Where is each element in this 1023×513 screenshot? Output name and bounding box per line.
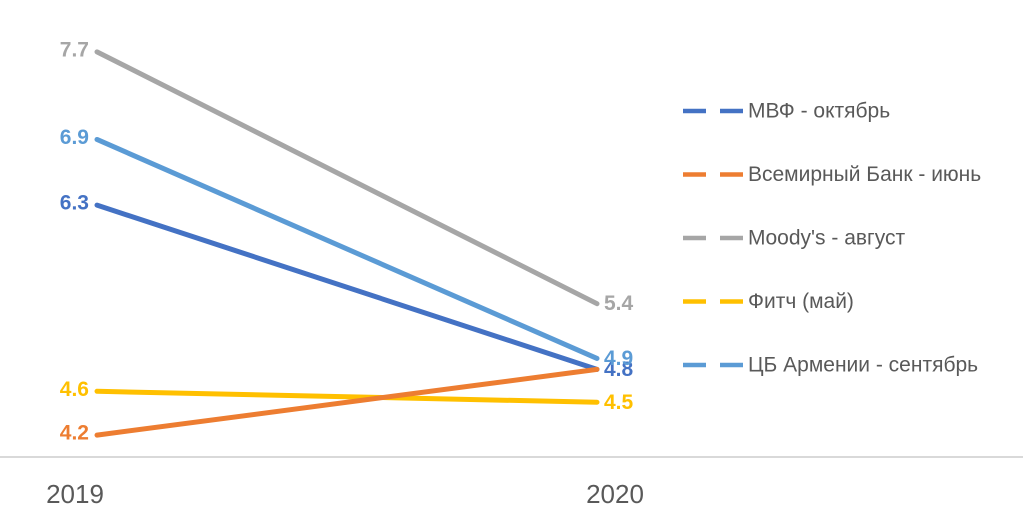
legend-item-0: МВФ - октябрь: [683, 100, 890, 123]
legend-item-4: ЦБ Армении - сентябрь: [683, 354, 978, 377]
value-label-start-0: 6.3: [60, 192, 89, 215]
legend: МВФ - октябрь Всемирный Банк - июнь Moody'…: [683, 100, 981, 377]
legend-item-label: Moody's - август: [748, 227, 905, 250]
value-label-start-4: 6.9: [60, 126, 89, 149]
series-line-0: [94, 202, 600, 372]
value-label-start-3: 4.6: [60, 378, 89, 401]
series-line-2: [94, 49, 600, 307]
value-label-start-2: 7.7: [60, 38, 89, 61]
value-label-end-4: 4.9: [604, 347, 633, 370]
x-axis-label-2020: 2020: [586, 479, 644, 509]
value-label-end-0: 4.8: [604, 358, 634, 381]
legend-item-label: Всемирный Банк - июнь: [748, 163, 981, 186]
value-label-start-1: 4.2: [60, 422, 89, 445]
series-line-1: [94, 366, 600, 438]
x-axis-label-2019: 2019: [46, 479, 104, 509]
legend-item-label: ЦБ Армении - сентябрь: [748, 354, 978, 377]
series-line-3: [94, 388, 600, 405]
legend-item-2: Moody's - август: [683, 227, 905, 250]
value-label-end-3: 4.5: [604, 391, 634, 414]
value-label-end-2: 5.4: [604, 292, 634, 315]
legend-item-3: Фитч (май): [683, 290, 854, 313]
legend-item-label: Фитч (май): [748, 290, 854, 313]
legend-item-1: Всемирный Банк - июнь: [683, 163, 981, 186]
series-line-4: [94, 136, 600, 361]
legend-item-label: МВФ - октябрь: [748, 100, 890, 123]
